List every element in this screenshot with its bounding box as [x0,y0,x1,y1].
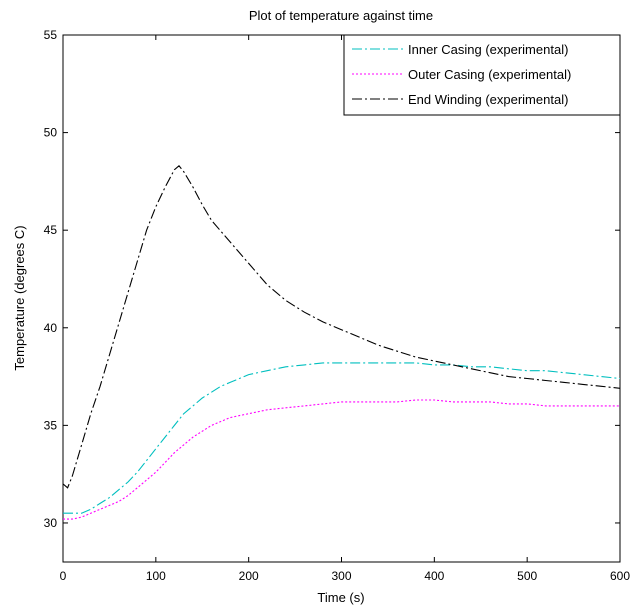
legend-label-1: Inner Casing (experimental) [408,42,568,57]
axis-tick-labels: 0 100 200 300 400 500 600 30 35 40 45 50 55 [44,28,631,583]
x-tick-label: 400 [424,569,444,583]
x-tick-label: 500 [517,569,537,583]
series-layer [63,165,620,520]
y-axis-label: Temperature (degrees C) [12,225,27,370]
series-line-3 [63,165,620,489]
x-tick-label: 0 [60,569,67,583]
plot-area [62,34,621,563]
legend-box [343,34,621,116]
legend: Inner Casing (experimental) Outer Casing … [343,34,621,116]
y-tick-label: 55 [44,28,58,42]
series-line-1 [63,362,620,514]
chart-title: Plot of temperature against time [249,8,433,23]
y-tick-label: 35 [44,418,58,432]
x-tick-label: 100 [146,569,166,583]
y-tick-label: 50 [44,126,58,140]
legend-label-2: Outer Casing (experimental) [408,67,571,82]
x-tick-label: 200 [239,569,259,583]
y-tick-label: 30 [44,516,58,530]
y-tick-label: 45 [44,223,58,237]
x-tick-label: 600 [610,569,630,583]
y-tick-label: 40 [44,321,58,335]
legend-label-3: End Winding (experimental) [408,92,568,107]
x-tick-label: 300 [331,569,351,583]
x-axis-label: Time (s) [317,590,364,605]
